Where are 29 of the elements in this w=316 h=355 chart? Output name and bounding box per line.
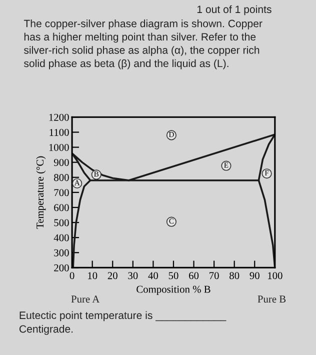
y-tick-label: 300 (54, 249, 69, 256)
y-tick-label: 1200 (49, 114, 69, 121)
y-tick-label: 900 (54, 158, 69, 166)
y-axis-title: Temperature (°C) (36, 156, 46, 229)
chart-title: The copper-silver phase diagram is shown. Copper has a higher melting point than silver. Refer to the silver-rich solid phase as alpha (α), the copper rich solid phase as beta (β) and the liquid as (L). (24, 20, 262, 70)
x-tick-label: 0 (70, 272, 74, 280)
y-tick-label: 800 (54, 174, 69, 182)
y-tick-label: 1100 (50, 128, 69, 136)
y-tick-label: 1000 (49, 144, 69, 151)
x-tick-label: 40 (148, 272, 158, 280)
y-tick-label: 200 (54, 264, 69, 272)
x-tick-label: 10 (88, 272, 98, 280)
y-tick-label: 700 (54, 189, 69, 196)
text: Pure A (71, 296, 100, 303)
y-tick-label: 600 (54, 204, 69, 212)
x-axis-title: Composition % B (136, 286, 210, 295)
text: Pure B (258, 296, 286, 303)
x-tick-label: 50 (168, 272, 178, 280)
y-tick-label: 500 (54, 219, 69, 226)
x-tick-label: 20 (108, 272, 118, 280)
y-tick-label: 400 (54, 234, 69, 242)
x-tick-label: 90 (250, 272, 260, 280)
x-tick-label: 30 (128, 272, 138, 280)
x-tick-label: 100 (268, 272, 282, 280)
x-tick-label: 60 (189, 272, 199, 280)
x-tick-label: 80 (230, 272, 240, 280)
text: 1 out of 1 points (197, 5, 272, 16)
text: Eutectic point temperature is ____________ Centigrade. (19, 311, 226, 335)
x-tick-label: 70 (210, 272, 219, 280)
